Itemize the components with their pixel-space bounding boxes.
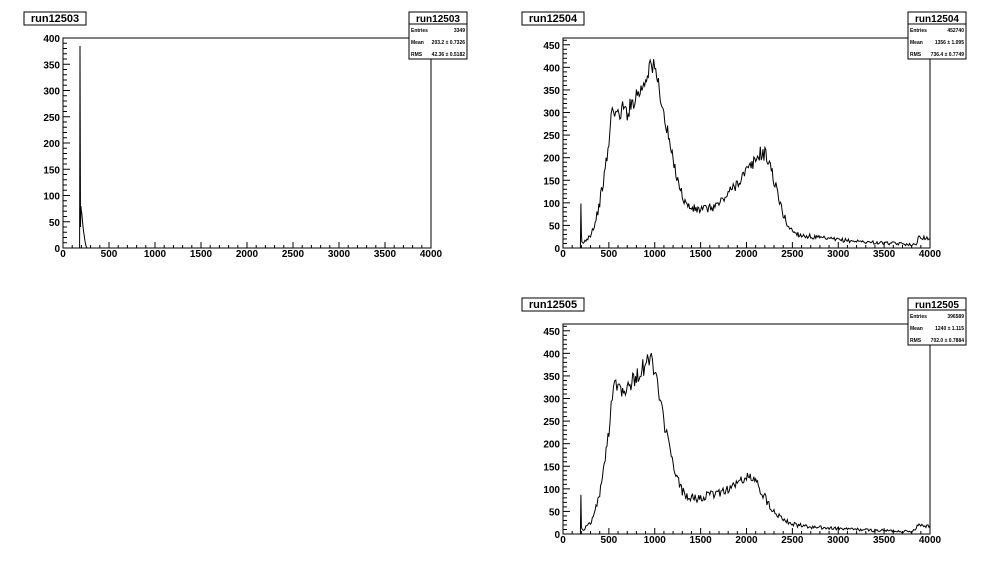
chart-title: run12503 [31, 13, 79, 25]
chart-title: run12504 [529, 13, 578, 25]
x-tick-label: 4000 [919, 249, 942, 260]
x-tick-label: 0 [60, 249, 66, 260]
chart-panel-2: 0 500 1000 1500 2000 2500 3000 3500 4000 0 50 100 15… [521, 11, 967, 260]
stats-value: 702.0 ± 0.7884 [931, 338, 965, 344]
stats-label: Mean [411, 40, 424, 46]
y-tick-label: 450 [543, 327, 560, 338]
y-tick-label: 200 [543, 440, 560, 451]
y-tick-label: 200 [543, 154, 560, 165]
histogram-line [579, 352, 931, 535]
stats-value: 396589 [947, 314, 964, 320]
stats-label: RMS [910, 338, 922, 344]
chart-title: run12505 [529, 299, 577, 311]
y-tick-label: 250 [43, 113, 60, 124]
stats-label: Entries [910, 314, 927, 320]
y-tick-label: 50 [549, 221, 561, 232]
y-tick-label: 400 [543, 349, 560, 360]
stats-label: Mean [910, 40, 923, 46]
x-tick-label: 4000 [420, 249, 443, 260]
panels: 0 500 1000 1500 2000 2500 3000 3500 400005010015… [23, 11, 967, 546]
title-box [23, 11, 87, 26]
x-tick-label: 1000 [644, 249, 667, 260]
y-tick-label: 300 [43, 87, 60, 98]
y-tick-label: 150 [543, 462, 560, 473]
y-tick-label: 150 [43, 165, 60, 176]
x-tick-label: 500 [601, 249, 618, 260]
x-tick-label: 3000 [827, 249, 850, 260]
y-tick-label: 100 [543, 199, 560, 210]
stats-label: RMS [411, 52, 423, 58]
y-tick-label: 100 [543, 485, 560, 496]
x-tick-label: 2500 [781, 535, 804, 546]
x-tick-label: 3500 [374, 249, 397, 260]
stats-title: run12505 [915, 300, 959, 311]
stats-label: Entries [910, 28, 927, 34]
y-tick-label: 0 [554, 244, 560, 255]
x-tick-label: 4000 [919, 535, 942, 546]
stats-value: 452740 [947, 28, 964, 34]
x-tick-label: 2000 [735, 249, 758, 260]
x-tick-label: 500 [101, 249, 118, 260]
chart-panel-3: 0 500 1000 1500 2000 2500 3000 3500 4000 0 50 100 15… [521, 297, 967, 546]
title-box [521, 11, 585, 26]
stats-label: RMS [910, 52, 922, 58]
y-tick-label: 350 [43, 60, 60, 71]
x-tick-label: 0 [560, 249, 566, 260]
y-tick-label: 150 [543, 176, 560, 187]
stats-label: Mean [910, 326, 923, 332]
y-tick-label: 400 [543, 63, 560, 74]
x-tick-label: 2500 [781, 249, 804, 260]
stats-value: 1240 ± 1.115 [935, 326, 964, 332]
x-tick-label: 500 [601, 535, 618, 546]
stats-box [907, 297, 967, 346]
y-tick-label: 250 [543, 417, 560, 428]
title-box [521, 297, 585, 312]
x-tick-label: 3500 [873, 535, 896, 546]
x-tick-label: 2500 [282, 249, 305, 260]
x-tick-label: 2000 [236, 249, 259, 260]
x-tick-label: 1500 [690, 535, 713, 546]
x-tick-label: 1000 [644, 535, 667, 546]
histogram-line [579, 58, 931, 249]
chart-panel-1: 0 500 1000 1500 2000 2500 3000 3500 4000 0 50 100 15… [23, 11, 468, 260]
y-tick-label: 100 [43, 192, 60, 203]
y-tick-label: 300 [543, 395, 560, 406]
histogram-line [79, 45, 88, 249]
plot-frame [562, 323, 931, 535]
x-tick-label: 1500 [190, 249, 213, 260]
stats-box [408, 11, 468, 60]
x-tick-label: 1000 [144, 249, 167, 260]
stats-value: 736.4 ± 0.7749 [931, 52, 965, 58]
x-tick-label: 3000 [328, 249, 351, 260]
x-tick-label: 3500 [873, 249, 896, 260]
stats-label: Entries [411, 28, 428, 34]
y-tick-label: 350 [543, 86, 560, 97]
stats-title: run12503 [416, 14, 460, 25]
y-tick-label: 300 [543, 109, 560, 120]
x-tick-label: 3000 [827, 535, 850, 546]
stats-value: 3349 [454, 28, 465, 34]
y-tick-label: 250 [543, 131, 560, 142]
y-tick-label: 0 [54, 244, 60, 255]
stats-value: 42.36 ± 0.5182 [432, 52, 466, 58]
stats-box [907, 11, 967, 60]
stats-value: 1356 ± 1.095 [935, 40, 964, 46]
y-tick-label: 0 [554, 530, 560, 541]
x-tick-label: 1500 [690, 249, 713, 260]
y-tick-label: 350 [543, 372, 560, 383]
stats-title: run12504 [915, 14, 959, 25]
x-tick-label: 0 [560, 535, 566, 546]
stats-value: 203.2 ± 0.7326 [432, 40, 466, 46]
y-tick-label: 50 [549, 507, 561, 518]
y-tick-label: 200 [43, 139, 60, 150]
x-tick-label: 2000 [735, 535, 758, 546]
y-tick-label: 400 [43, 34, 60, 45]
plot-frame [62, 37, 432, 249]
y-tick-label: 450 [543, 41, 560, 52]
y-tick-label: 50 [49, 218, 61, 229]
plot-frame [562, 37, 931, 249]
